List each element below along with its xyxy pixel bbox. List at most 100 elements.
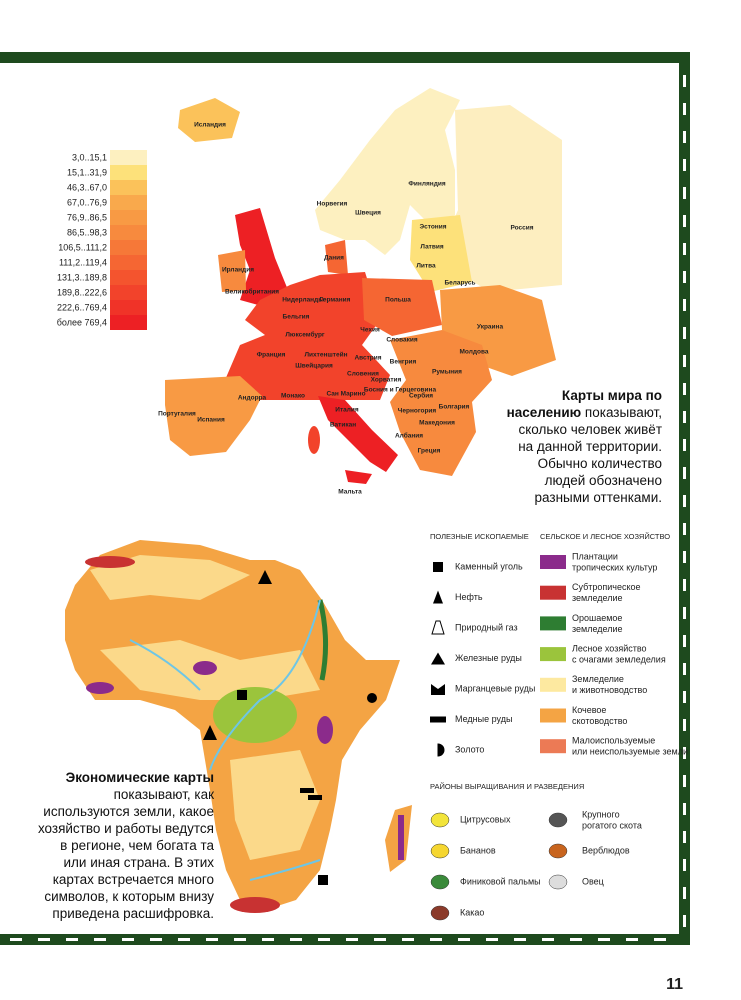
dash (458, 938, 470, 941)
legend-label: 76,9..86,5 (67, 212, 107, 222)
icon (437, 743, 445, 757)
legend-label: земледелие (572, 624, 623, 634)
dash (94, 938, 106, 941)
legend-label: Субтропическое (572, 582, 641, 592)
dash (206, 938, 218, 941)
icon (548, 812, 568, 828)
legend-label: Овец (582, 876, 604, 886)
legend-label: Земледелие (572, 674, 624, 684)
section-title: РАЙОНЫ ВЫРАЩИВАНИЯ И РАЗВЕДЕНИЯ (430, 782, 584, 791)
country-label: Беларусь (445, 280, 476, 287)
country-label: Бельгия (283, 314, 310, 321)
legend-label: 189,8..222,6 (57, 287, 107, 297)
legend-label: рогатого скота (582, 820, 642, 830)
legend-swatch (110, 225, 147, 240)
dash (683, 467, 686, 479)
population-text-lead: Карты мира по населению (506, 388, 662, 420)
country-label: Великобритания (225, 288, 279, 296)
legend-swatch (110, 240, 147, 255)
country-label: Монако (281, 393, 305, 400)
europe-map (165, 88, 562, 484)
dash (514, 938, 526, 941)
country-label: Ирландия (222, 267, 254, 274)
country-label: Венгрия (390, 359, 417, 366)
legend-label: Нефть (455, 592, 483, 602)
legend-label: скотоводство (572, 716, 627, 726)
dash (234, 938, 246, 941)
dash (683, 859, 686, 871)
economic-text: Экономические карты показывают, как испо… (36, 769, 214, 922)
icon (433, 562, 443, 572)
dash (683, 215, 686, 227)
population-text: Карты мира по населению показывают, скол… (505, 387, 662, 506)
country-label: Греция (418, 448, 441, 455)
dash (178, 938, 190, 941)
dash (542, 938, 554, 941)
economic-text-body: показывают, как используются земли, како… (37, 787, 214, 921)
dash (683, 775, 686, 787)
legend-label: Кочевое (572, 705, 606, 715)
country-label: Албания (395, 432, 423, 440)
economic-text-lead: Экономические карты (65, 770, 214, 785)
legend-label: земледелие (572, 593, 623, 603)
legend-swatch (110, 210, 147, 225)
legend-label: Железные руды (455, 653, 522, 663)
legend-swatch (110, 165, 147, 180)
dash (486, 938, 498, 941)
frame-top (0, 52, 690, 63)
legend-label: с очагами земледелия (572, 654, 666, 664)
icon (430, 716, 446, 723)
icon (430, 905, 450, 921)
country-label: Литва (416, 263, 436, 270)
legend-swatch (110, 255, 147, 270)
legend-label: 222,6..769,4 (57, 302, 107, 312)
dash (570, 938, 582, 941)
dash (683, 75, 686, 87)
country-label: Швейцария (295, 362, 333, 370)
country-label: Чехия (360, 327, 380, 334)
country-label: Андорра (238, 395, 267, 402)
legend-label: Верблюдов (582, 845, 630, 855)
legend-label: Каменный уголь (455, 561, 523, 571)
legend-label: Золото (455, 744, 484, 754)
legend-swatch (110, 285, 147, 300)
legend-swatch (110, 300, 147, 315)
dash (683, 691, 686, 703)
dash (10, 938, 22, 941)
icon (433, 590, 443, 604)
country-label: Франция (257, 352, 286, 359)
country-label: Германия (320, 297, 351, 304)
dash (683, 551, 686, 563)
legend-label: 111,2..119,4 (59, 257, 107, 267)
legend-label: 15,1..31,9 (67, 167, 107, 177)
country-label: Молдова (460, 349, 489, 356)
dash (683, 607, 686, 619)
legend-swatch (110, 180, 147, 195)
legend-label: 86,5..98,3 (67, 227, 107, 237)
dash (683, 747, 686, 759)
dash (683, 159, 686, 171)
country-label: Ватикан (330, 422, 356, 429)
dash (374, 938, 386, 941)
dash (683, 523, 686, 535)
dash (683, 831, 686, 843)
country-label: Эстония (419, 224, 446, 231)
country-label: Италия (335, 407, 359, 414)
legend-label: 131,3..189,8 (57, 272, 107, 282)
legend-label: или неиспользуемые земли (572, 747, 688, 757)
legend-label: Орошаемое (572, 613, 622, 623)
dash (150, 938, 162, 941)
dash (683, 383, 686, 395)
country-label: Болгария (439, 404, 470, 411)
legend-swatch (110, 195, 147, 210)
dash (402, 938, 414, 941)
dash (683, 915, 686, 927)
legend-label: Цитрусовых (460, 814, 511, 824)
section-title: ПОЛЕЗНЫЕ ИСКОПАЕМЫЕ (430, 532, 529, 541)
dash (683, 271, 686, 283)
legend-label: Плантации (572, 551, 618, 561)
legend-label: тропических культур (572, 562, 657, 572)
country-label: Норвегия (317, 201, 348, 208)
country-label: Австрия (354, 355, 381, 362)
